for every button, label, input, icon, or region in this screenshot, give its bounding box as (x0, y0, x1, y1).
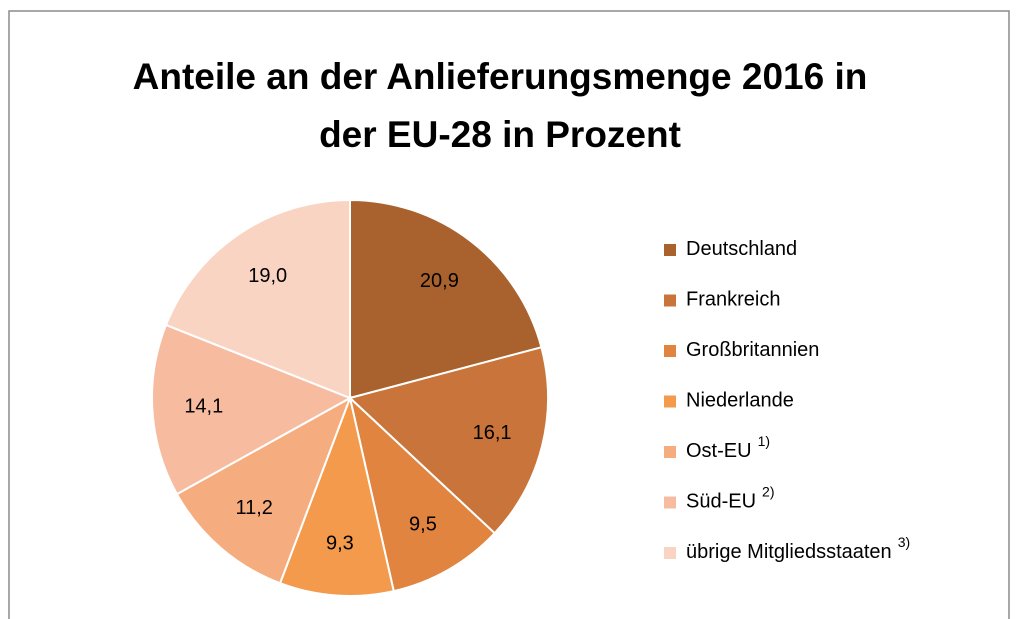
legend-swatch (664, 446, 676, 458)
legend-swatch (664, 496, 676, 509)
pie-slice (151, 323, 353, 496)
data-label: 14,1 (184, 396, 223, 418)
legend-label: Frankreich (686, 289, 780, 311)
legend-note: 1) (758, 433, 770, 449)
pie-slice (175, 395, 352, 585)
data-label: 20,9 (420, 270, 459, 292)
legend-text: Ost-EU (686, 440, 752, 462)
legend-swatch (664, 294, 676, 307)
legend-label: übrige Mitgliedsstaaten 3) (686, 534, 910, 564)
legend-swatch (664, 395, 676, 408)
legend-swatch (664, 244, 676, 256)
legend-text: übrige Mitgliedsstaaten (686, 541, 892, 563)
pie-slice (347, 346, 549, 535)
legend-label: Süd-EU 2) (686, 483, 774, 513)
pie-slice (278, 394, 395, 597)
legend-note: 2) (762, 483, 774, 499)
legend-note: 3) (898, 534, 910, 550)
pie-slice (164, 198, 351, 400)
pie-slice (349, 198, 543, 400)
data-label: 19,0 (248, 265, 287, 287)
legend-label: Niederlande (686, 390, 794, 412)
legend-swatch (664, 345, 676, 357)
legend-swatch (664, 547, 676, 559)
legend-label: Ost-EU 1) (686, 433, 770, 463)
data-label: 9,3 (326, 532, 354, 554)
legend-text: Frankreich (686, 289, 780, 311)
legend-text: Niederlande (686, 390, 794, 412)
data-label: 16,1 (473, 422, 512, 444)
legend-text: Deutschland (686, 238, 797, 260)
legend-text: Großbritannien (686, 339, 819, 361)
chart-title: Anteile an der Anlieferungsmenge 2016 in… (132, 56, 868, 155)
legend-label: Großbritannien (686, 339, 819, 361)
data-label: 11,2 (235, 497, 272, 519)
legend-text: Süd-EU (686, 491, 756, 513)
legend-label: Deutschland (686, 238, 797, 260)
data-label: 9,5 (409, 513, 437, 535)
pie-slice (348, 395, 497, 593)
frame (8, 10, 1010, 619)
